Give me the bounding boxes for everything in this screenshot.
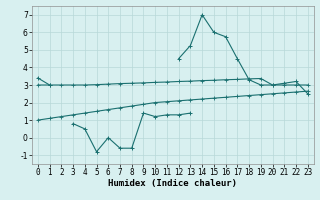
X-axis label: Humidex (Indice chaleur): Humidex (Indice chaleur) [108,179,237,188]
